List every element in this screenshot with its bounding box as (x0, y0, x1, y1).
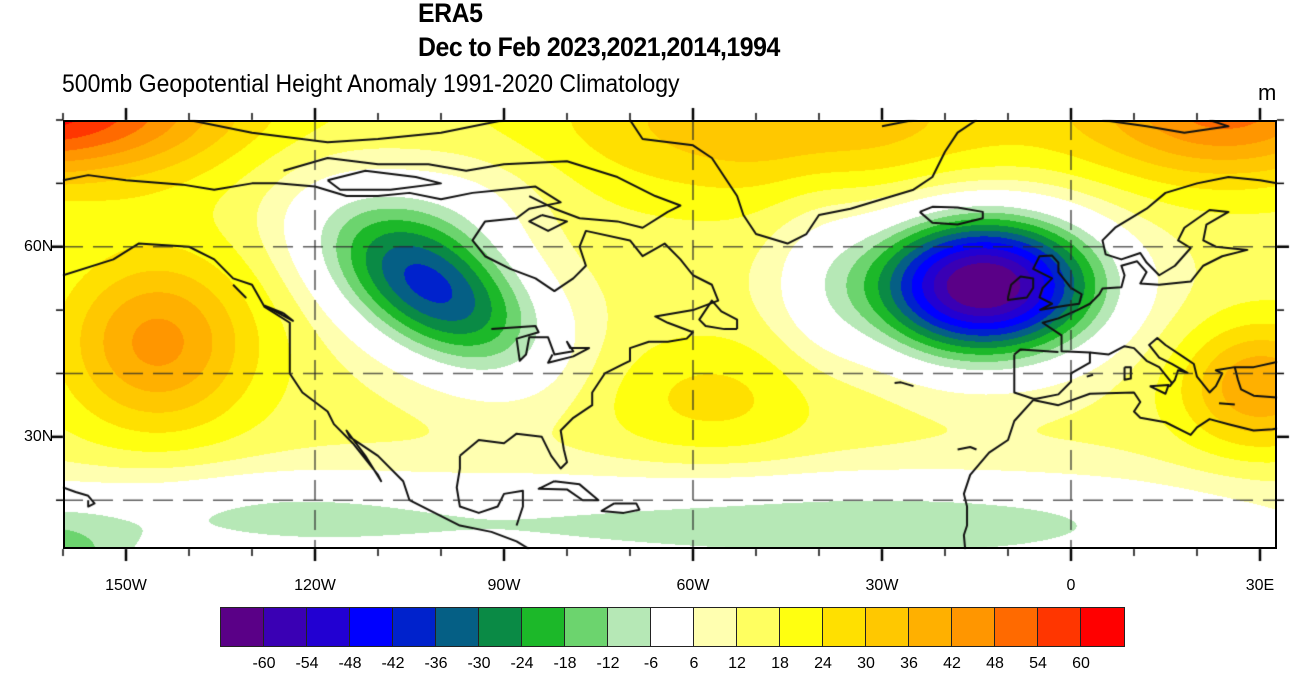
y-tick-label: 60N (24, 237, 54, 255)
colorbar-label: 42 (943, 655, 961, 672)
colorbar-swatch (651, 608, 694, 646)
colorbar-swatch (393, 608, 436, 646)
colorbar-label: 48 (986, 655, 1004, 672)
colorbar-swatch (737, 608, 780, 646)
colorbar-swatch (909, 608, 952, 646)
colorbar-label: -36 (424, 655, 448, 672)
colorbar-swatch (952, 608, 995, 646)
x-tick-label: 30W (865, 577, 899, 594)
x-tick-label: 120W (294, 577, 336, 594)
colorbar-swatch (479, 608, 522, 646)
colorbar-swatch (436, 608, 479, 646)
x-tick-label: 150W (105, 577, 147, 594)
x-tick-label: 90W (487, 577, 521, 594)
colorbar-swatch (694, 608, 737, 646)
colorbar-swatch (221, 608, 264, 646)
colorbar-label: 36 (900, 655, 918, 672)
colorbar-label: -24 (510, 655, 534, 672)
colorbar-swatch (608, 608, 651, 646)
colorbar-label: -48 (338, 655, 362, 672)
colorbar-label: 6 (689, 655, 699, 672)
colorbar-label: -54 (295, 655, 319, 672)
x-tick-label: 0 (1066, 577, 1076, 594)
colorbar-label: -30 (467, 655, 491, 672)
colorbar-swatch (823, 608, 866, 646)
x-tick-label: 60W (676, 577, 710, 594)
colorbar-swatch (307, 608, 350, 646)
colorbar-swatch (350, 608, 393, 646)
colorbar-label: 30 (857, 655, 875, 672)
colorbar-swatch (565, 608, 608, 646)
colorbar-swatch (1081, 608, 1124, 646)
colorbar-label: -12 (596, 655, 620, 672)
colorbar-swatch (866, 608, 909, 646)
colorbar-swatch (522, 608, 565, 646)
colorbar-swatch (780, 608, 823, 646)
x-tick-label: 30E (1245, 577, 1275, 594)
colorbar-swatch (995, 608, 1038, 646)
colorbar-label: 54 (1029, 655, 1047, 672)
colorbar-label: -6 (643, 655, 659, 672)
colorbar-swatch (264, 608, 307, 646)
colorbar-label: 12 (728, 655, 746, 672)
colorbar-swatch (1038, 608, 1081, 646)
colorbar-label: -18 (553, 655, 577, 672)
colorbar-label: 18 (771, 655, 789, 672)
colorbar-label: -42 (381, 655, 405, 672)
colorbar (220, 607, 1125, 647)
y-tick-label: 30N (24, 427, 54, 445)
colorbar-label: 24 (814, 655, 832, 672)
colorbar-label: 60 (1072, 655, 1090, 672)
colorbar-label: -60 (252, 655, 276, 672)
